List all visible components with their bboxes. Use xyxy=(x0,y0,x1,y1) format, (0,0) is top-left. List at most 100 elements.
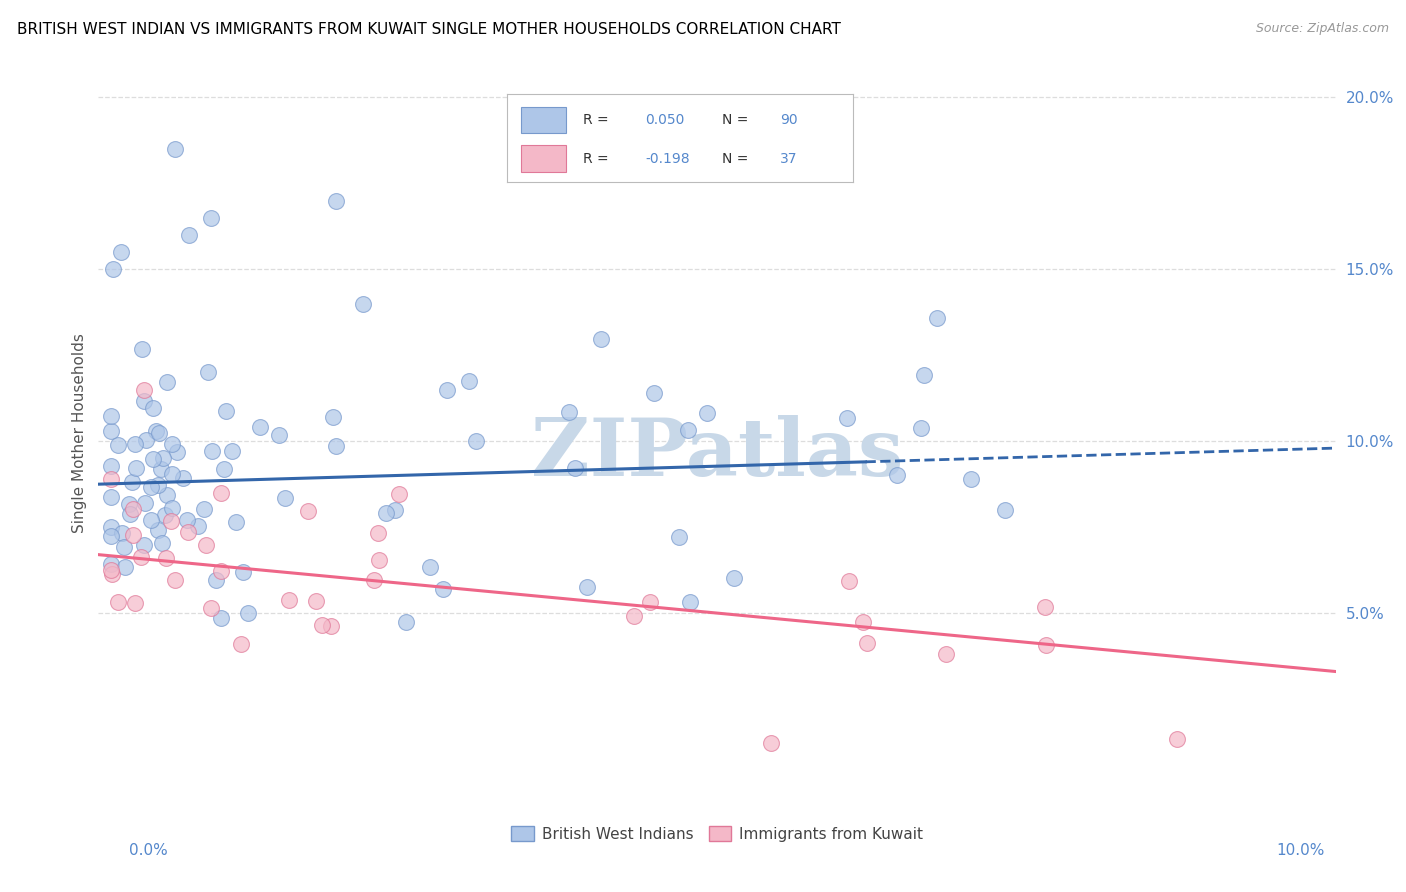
Point xyxy=(274,491,297,505)
Point xyxy=(160,436,183,450)
Point xyxy=(100,424,122,438)
Point xyxy=(152,450,174,465)
Point xyxy=(352,297,374,311)
Point xyxy=(135,433,157,447)
Point xyxy=(100,490,122,504)
Point xyxy=(132,383,155,397)
Point xyxy=(856,636,879,650)
Point xyxy=(160,500,183,515)
Point xyxy=(134,538,156,552)
Point xyxy=(146,478,169,492)
Point xyxy=(132,394,155,409)
Point xyxy=(131,342,153,356)
Point xyxy=(267,427,290,442)
Point xyxy=(589,332,612,346)
Point xyxy=(231,637,253,651)
Point xyxy=(558,405,581,419)
Point xyxy=(156,488,179,502)
Point xyxy=(101,566,124,581)
Point xyxy=(142,401,165,415)
Point xyxy=(384,503,406,517)
Point xyxy=(121,528,143,542)
Point xyxy=(200,211,222,225)
Point xyxy=(100,520,122,534)
Point xyxy=(1033,600,1056,615)
Point xyxy=(179,227,201,242)
Point xyxy=(124,437,146,451)
Point xyxy=(100,472,122,486)
Point xyxy=(200,600,222,615)
Point xyxy=(100,529,122,543)
Point xyxy=(959,473,981,487)
Point xyxy=(111,525,134,540)
Point xyxy=(363,573,385,587)
Point xyxy=(623,609,645,624)
Point xyxy=(205,574,228,588)
Point xyxy=(160,514,183,528)
Point xyxy=(194,538,217,552)
Point xyxy=(209,486,232,500)
Point xyxy=(209,610,232,624)
Point xyxy=(305,594,328,608)
Text: 10.0%: 10.0% xyxy=(1277,843,1324,858)
Point xyxy=(723,571,745,585)
Point xyxy=(145,425,167,439)
Point xyxy=(129,549,152,564)
Point xyxy=(419,560,441,574)
Point xyxy=(232,565,254,579)
Point xyxy=(678,595,700,609)
Point xyxy=(325,439,347,453)
Point xyxy=(249,420,271,434)
Point xyxy=(436,383,458,397)
Point xyxy=(187,519,209,533)
Point xyxy=(193,502,215,516)
Point xyxy=(432,582,454,596)
Point xyxy=(163,142,186,156)
Point xyxy=(141,513,163,527)
Point xyxy=(176,513,198,527)
Point xyxy=(395,615,418,629)
Point xyxy=(107,438,129,452)
Point xyxy=(100,557,122,571)
Point xyxy=(935,647,957,661)
Point xyxy=(107,595,129,609)
Point xyxy=(149,462,172,476)
Point xyxy=(1166,731,1188,746)
Point xyxy=(676,423,699,437)
Point xyxy=(993,503,1015,517)
Point xyxy=(886,467,908,482)
Point xyxy=(388,487,411,501)
Point xyxy=(696,406,718,420)
Point xyxy=(838,574,860,589)
Point xyxy=(212,462,235,476)
Point xyxy=(575,580,598,594)
Point xyxy=(835,410,858,425)
Point xyxy=(319,619,342,633)
Point xyxy=(297,504,319,518)
Point xyxy=(166,445,188,459)
Point xyxy=(852,615,875,629)
Point xyxy=(100,409,122,424)
Point xyxy=(197,365,219,379)
Point xyxy=(759,736,782,750)
Y-axis label: Single Mother Households: Single Mother Households xyxy=(72,333,87,533)
Point xyxy=(125,460,148,475)
Point xyxy=(101,262,124,277)
Point xyxy=(100,459,122,474)
Point xyxy=(156,376,179,390)
Point xyxy=(110,245,132,260)
Point xyxy=(122,502,145,516)
Point xyxy=(118,497,141,511)
Point xyxy=(668,530,690,544)
Point xyxy=(638,595,661,609)
Text: 0.0%: 0.0% xyxy=(129,843,169,858)
Text: BRITISH WEST INDIAN VS IMMIGRANTS FROM KUWAIT SINGLE MOTHER HOUSEHOLDS CORRELATI: BRITISH WEST INDIAN VS IMMIGRANTS FROM K… xyxy=(17,22,841,37)
Point xyxy=(120,507,142,521)
Point xyxy=(374,507,396,521)
Point xyxy=(311,618,333,632)
Point xyxy=(225,515,247,529)
Point xyxy=(910,421,932,435)
Point xyxy=(201,444,224,458)
Point xyxy=(209,564,232,578)
Point xyxy=(100,563,122,577)
